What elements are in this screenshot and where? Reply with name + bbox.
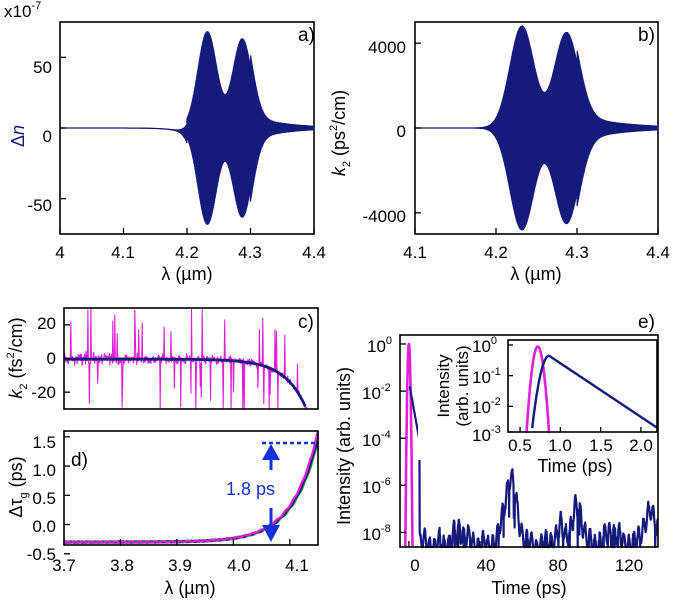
panel-e-ylabel: Intensity (arb. units) — [334, 367, 354, 525]
panel-e-inset-xtick: 1.0 — [548, 436, 572, 455]
panel-a-ytick: 50 — [33, 58, 52, 77]
panel-e-ytick: 10-4 — [362, 429, 391, 450]
panel-d-ytick: 1.0 — [32, 461, 56, 480]
panel-d-ytick: 0.5 — [32, 489, 56, 508]
panel-c-plot — [63, 307, 319, 410]
panel-c-ytick: 0 — [47, 349, 56, 368]
panel-c-label: c) — [298, 312, 314, 333]
panel-e-inset: Intensity (arb. units) 100 10-1 10-2 10-… — [418, 335, 658, 476]
panel-d-xlabel: λ (µm) — [164, 578, 215, 598]
panel-b-xtick: 4.1 — [403, 243, 427, 262]
panel-a-ylabel: Δn — [8, 125, 28, 147]
panel-b-ylabel: k2 (ps2/cm) — [328, 90, 353, 176]
panel-d-ytick: -0.5 — [27, 545, 56, 564]
panel-e-ticks — [400, 343, 624, 547]
panel-d-arrow-down-head — [262, 525, 280, 542]
panel-e-ytick: 10-6 — [362, 476, 391, 497]
panel-e-inset-ytick: 100 — [472, 335, 497, 356]
panel-e: e) 0 40 80 120 100 10-2 10-4 10-6 10-8 I… — [334, 312, 660, 598]
panel-d-ytick: 0.0 — [32, 517, 56, 536]
series-black-line — [63, 433, 320, 544]
panel-d-xtick: 3.7 — [52, 556, 76, 575]
panel-d-xtick: 4.1 — [285, 556, 309, 575]
panel-b: b) 4.1 4.2 4.3 4.4 4000 0 -4000 k2 (ps2/… — [328, 21, 670, 284]
panel-e-xtick: 0 — [410, 556, 419, 575]
panel-c-ytick: 20 — [37, 314, 56, 333]
series-navy-line — [63, 436, 320, 544]
panel-e-inset-ytick: 10-3 — [472, 424, 501, 445]
panel-d-arrow-up-head — [262, 444, 280, 460]
panel-d-xtick: 3.9 — [168, 556, 192, 575]
panel-b-xtick: 4.2 — [484, 243, 508, 262]
panel-a-ytick: 0 — [43, 127, 52, 146]
series-k2-line — [414, 25, 659, 231]
panel-e-frame — [399, 334, 659, 548]
panel-e-xlabel: Time (ps) — [491, 578, 566, 598]
panel-b-series-k2 — [414, 25, 659, 231]
series-green-line — [63, 441, 320, 544]
panel-e-inset-frame — [507, 339, 658, 433]
panel-e-inset-ylabel-line1: Intensity — [434, 354, 453, 418]
panel-a-xlabel: λ (µm) — [161, 264, 212, 284]
panel-d-xtick: 4.0 — [227, 556, 251, 575]
panel-e-inset-xtick: 0.5 — [508, 436, 532, 455]
series-input-pulse-line — [404, 342, 414, 547]
panel-e-xtick: 80 — [549, 556, 568, 575]
panel-d-ylabel: Δτg (ps) — [6, 456, 30, 517]
series-dn-line — [59, 31, 315, 225]
panel-b-xtick: 4.3 — [565, 243, 589, 262]
panel-e-inset-ticks — [508, 344, 642, 433]
panel-e-inset-xtick: 2.0 — [629, 436, 653, 455]
panel-b-xlabel: λ (µm) — [510, 264, 561, 284]
panel-b-ytick: 4000 — [368, 38, 406, 57]
panel-a-xtick: 4.2 — [175, 243, 199, 262]
panel-c-ticks — [64, 324, 70, 393]
panel-d-ticks — [63, 436, 291, 555]
panel-c-ytick: -20 — [31, 383, 56, 402]
panel-a-label: a) — [298, 25, 315, 46]
panel-e-ytick: 100 — [367, 335, 392, 356]
panel-e-ytick: 10-2 — [362, 382, 391, 403]
panel-c-ylabel: k2 (fs2/cm) — [5, 317, 30, 398]
panel-a-series-dn — [59, 31, 315, 225]
panel-b-xtick: 4.4 — [646, 243, 670, 262]
series-magenta-line — [63, 430, 320, 544]
panel-b-label: b) — [638, 25, 655, 46]
panel-a: x10-7 a) 4 4.1 4.2 4.3 4.4 50 0 -50 Δn λ… — [4, 0, 326, 284]
panel-e-inset-ylabel-line2: (arb. units) — [453, 345, 472, 426]
panel-d-plot — [63, 430, 320, 544]
panel-a-ytick: -50 — [27, 196, 52, 215]
panel-e-inset-ytick: 10-2 — [472, 396, 501, 417]
panel-d-ytick: 1.5 — [32, 433, 56, 452]
inset-output-pulse-line — [531, 354, 658, 429]
panel-a-ticks — [59, 56, 315, 234]
panel-b-ticks — [414, 42, 659, 234]
panel-e-xtick: 120 — [615, 556, 643, 575]
inset-input-pulse-line — [524, 345, 551, 434]
panel-e-xtick: 40 — [477, 556, 496, 575]
panel-b-ytick: 0 — [397, 122, 406, 141]
series-k2-fit-line — [63, 357, 307, 408]
panel-e-label: e) — [638, 312, 655, 333]
panel-d-label: d) — [71, 450, 88, 471]
panel-a-exponent: x10-7 — [4, 0, 41, 21]
panel-b-ytick: -4000 — [363, 207, 406, 226]
panel-d: d) 3.7 3.8 3.9 4.0 4.1 1.5 1.0 0.5 0.0 -… — [6, 430, 320, 598]
panel-a-xtick: 4.4 — [302, 243, 326, 262]
panel-d-frame — [63, 430, 319, 546]
panel-d-xtick: 3.8 — [110, 556, 134, 575]
panel-e-ytick: 10-8 — [362, 523, 391, 544]
panel-a-xtick: 4.1 — [111, 243, 135, 262]
panel-c: c) 20 0 -20 k2 (fs2/cm) — [5, 307, 319, 410]
panel-e-inset-plot — [524, 345, 658, 434]
panel-e-inset-xtick: 1.5 — [589, 436, 613, 455]
panel-d-annotation: 1.8 ps — [226, 479, 275, 499]
panel-a-xtick: 4.3 — [238, 243, 262, 262]
panel-a-xtick: 4 — [55, 243, 64, 262]
panel-e-inset-ytick: 10-1 — [472, 366, 501, 387]
panel-e-inset-xlabel: Time (ps) — [537, 456, 612, 476]
